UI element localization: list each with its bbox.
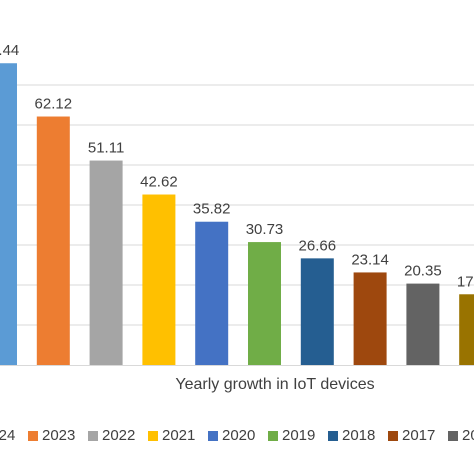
bar-2016	[406, 283, 440, 365]
bars	[0, 63, 474, 366]
legend-swatch-2017	[388, 431, 398, 441]
bar-2019	[248, 242, 281, 365]
legend-swatch-2021	[148, 431, 158, 441]
legend-label-2022: 2022	[102, 427, 135, 444]
legend-swatch-2019	[268, 431, 278, 441]
bar-2020	[195, 221, 229, 365]
gridlines	[0, 84, 474, 326]
bar-2015	[459, 294, 474, 365]
data-labels: 75.44 62.12 51.11 42.62 35.82 30.73 26.66 23.14…	[0, 42, 474, 290]
bar-2023	[36, 116, 70, 366]
legend-swatch-2018	[328, 431, 338, 441]
legend-label-2018: 2018	[342, 427, 375, 444]
data-label-2023: 62.12	[35, 96, 73, 113]
legend-label-2019: 2019	[282, 427, 315, 444]
legend-label-2016: 2016	[462, 427, 474, 444]
legend-swatch-2022	[88, 431, 98, 441]
data-label-2015: 17.68	[457, 273, 474, 290]
bar-2022	[89, 160, 123, 365]
x-axis-label: Yearly growth in IoT devices	[175, 376, 374, 393]
bar-2017	[353, 272, 387, 365]
data-label-2019: 30.73	[246, 221, 284, 238]
data-label-2022: 51.11	[88, 140, 124, 157]
legend-label-2023: 2023	[42, 427, 75, 444]
data-label-2018: 26.66	[299, 237, 337, 254]
legend: 2024202320222021202020192018201720162015	[0, 427, 474, 444]
data-label-2016: 20.35	[404, 263, 442, 280]
bar-2021	[142, 194, 176, 365]
legend-label-2020: 2020	[222, 427, 255, 444]
legend-label-2021: 2021	[162, 427, 195, 444]
bar-2018	[300, 258, 334, 365]
bar-2024	[0, 63, 17, 366]
data-label-2017: 23.14	[351, 251, 389, 268]
legend-swatch-2016	[448, 431, 458, 441]
legend-swatch-2020	[208, 431, 218, 441]
legend-label-2024: 2024	[0, 427, 15, 444]
legend-label-2017: 2017	[402, 427, 435, 444]
legend-swatch-2023	[28, 431, 38, 441]
data-label-2020: 35.82	[193, 201, 231, 218]
data-label-2021: 42.62	[140, 174, 178, 191]
data-label-2024: 75.44	[0, 42, 19, 59]
